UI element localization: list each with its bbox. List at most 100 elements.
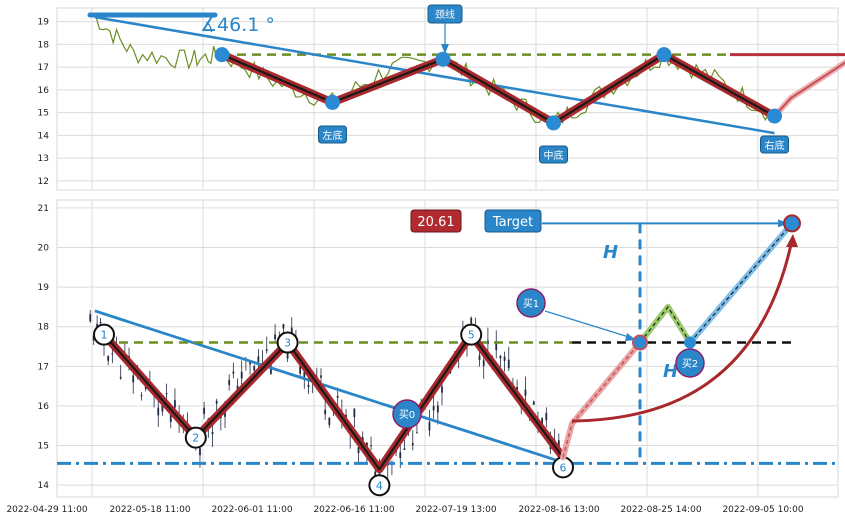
candle-body-58 xyxy=(328,417,331,426)
candle-body-68 xyxy=(370,445,372,447)
candle-body-34 xyxy=(228,379,231,386)
buy-1-point xyxy=(632,334,648,351)
buy-1-pointer xyxy=(544,310,633,339)
left-bottom-label: 左底 xyxy=(323,129,343,142)
buy-1-label: 买1 xyxy=(523,298,539,310)
top-y-tick-15: 15 xyxy=(38,109,49,119)
right-bottom-label-box xyxy=(760,135,789,154)
candle-body-40 xyxy=(253,366,256,371)
target-curve-arrowhead xyxy=(786,234,798,247)
bottom-trendline xyxy=(94,309,573,467)
bottom-y-tick-19: 19 xyxy=(38,283,50,293)
candle-body-110 xyxy=(545,412,548,421)
candle-body-65 xyxy=(357,447,360,454)
candle-body-37 xyxy=(240,371,243,379)
candle-body-92 xyxy=(470,317,473,324)
top-y-tick-19: 19 xyxy=(38,18,50,28)
buy-0-label: 买0 xyxy=(399,409,415,421)
buy-2-label: 买2 xyxy=(682,358,698,370)
candle-body-41 xyxy=(257,356,260,362)
x-tick-3: 2022-06-16 11:00 xyxy=(313,505,394,515)
candle-body-0 xyxy=(89,314,92,322)
rally-path xyxy=(689,223,793,343)
candle-body-18 xyxy=(161,403,164,412)
candle-body-101 xyxy=(507,359,510,369)
candle-body-82 xyxy=(428,421,431,431)
candle-body-107 xyxy=(532,401,535,405)
candle-body-43 xyxy=(265,349,268,352)
pivot-circle-3 xyxy=(276,331,299,354)
top-projection xyxy=(773,61,845,117)
top-pattern-line xyxy=(221,53,776,125)
candle-body-27 xyxy=(199,448,201,456)
candle-body-35 xyxy=(232,371,235,374)
middle-bottom-label-box xyxy=(539,145,568,164)
bottom-plot-area xyxy=(56,199,839,498)
candle-body-51 xyxy=(299,366,302,374)
pivot-number-5: 5 xyxy=(468,329,475,342)
pivot-circle-1 xyxy=(93,323,115,346)
pivot-number-6: 6 xyxy=(560,461,567,474)
top-angle-label: ∡46.1 ° xyxy=(200,14,275,36)
candle-body-76 xyxy=(403,448,406,450)
candle-body-105 xyxy=(524,389,527,396)
x-tick-4: 2022-07-19 13:00 xyxy=(415,505,496,515)
top-trendline xyxy=(94,15,775,135)
pivot-number-1: 1 xyxy=(101,329,108,342)
top-pivot-point-2 xyxy=(325,94,340,110)
top-y-tick-12: 12 xyxy=(38,177,49,187)
x-tick-2: 2022-06-01 11:00 xyxy=(211,505,292,515)
candle-body-8 xyxy=(119,376,122,379)
bottom-pattern-line xyxy=(103,333,564,471)
candle-body-56 xyxy=(320,375,322,378)
candle-body-113 xyxy=(557,440,560,449)
target-label: Target xyxy=(492,215,533,230)
candle-body-3 xyxy=(99,322,102,324)
candle-body-64 xyxy=(353,408,356,418)
candle-body-2 xyxy=(96,323,99,327)
candle-body-31 xyxy=(215,400,218,404)
bottom-y-tick-18: 18 xyxy=(38,323,50,333)
candle-body-21 xyxy=(174,400,176,408)
middle-bottom-label: 中底 xyxy=(544,149,564,162)
breakout-path xyxy=(562,342,641,458)
candle-body-17 xyxy=(157,407,160,416)
candle-body-28 xyxy=(203,407,206,414)
candle-body-84 xyxy=(436,405,439,413)
candle-body-11 xyxy=(132,375,135,383)
candle-body-99 xyxy=(499,356,502,359)
candle-body-95 xyxy=(482,360,485,366)
candle-body-109 xyxy=(541,418,544,426)
candle-body-39 xyxy=(249,361,251,365)
bottom-y-tick-20: 20 xyxy=(38,244,50,254)
candle-body-44 xyxy=(270,365,272,374)
x-tick-6: 2022-08-25 14:00 xyxy=(620,505,701,515)
height-label-upper: H xyxy=(603,242,618,263)
candle-body-94 xyxy=(478,355,481,361)
top-y-tick-17: 17 xyxy=(38,63,49,73)
candle-body-30 xyxy=(211,431,214,435)
candle-body-48 xyxy=(286,350,289,359)
top-y-tick-16: 16 xyxy=(38,86,50,96)
top-y-tick-13: 13 xyxy=(38,154,49,164)
candle-body-53 xyxy=(307,384,310,388)
candle-body-49 xyxy=(290,327,293,334)
top-pivot-point-3 xyxy=(435,51,451,67)
top-pivot-point-6 xyxy=(767,108,782,124)
target-value-label: 20.61 xyxy=(417,215,454,230)
candle-body-103 xyxy=(516,387,518,390)
neckline-arrow-head xyxy=(441,44,449,54)
target-value-box xyxy=(410,209,462,233)
x-tick-1: 2022-05-18 11:00 xyxy=(109,505,190,515)
candle-body-45 xyxy=(274,334,276,340)
candle-body-57 xyxy=(324,409,327,415)
buy-2-point xyxy=(684,336,696,349)
pivot-circle-5 xyxy=(460,323,483,346)
top-plot-area xyxy=(56,7,839,191)
candle-body-20 xyxy=(169,414,172,422)
top-price-line xyxy=(92,14,775,125)
pivot-number-2: 2 xyxy=(192,432,199,445)
left-bottom-label-box xyxy=(318,125,347,144)
candle-body-13 xyxy=(140,395,143,397)
